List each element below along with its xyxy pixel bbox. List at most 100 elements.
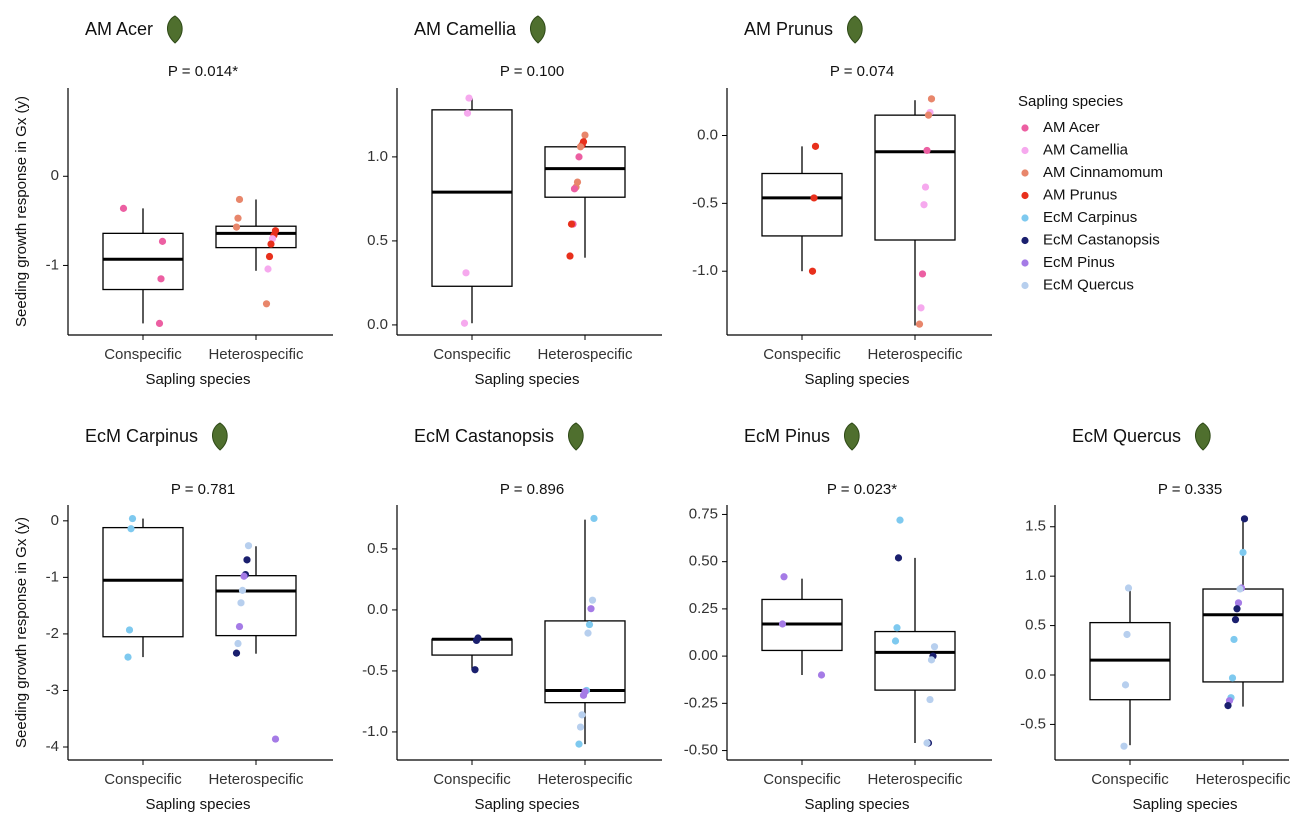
box [874, 114, 956, 241]
y-tick-label: 0 [51, 512, 59, 529]
x-tick-label: Heterospecific [867, 346, 963, 363]
y-tick-label: 0.5 [1025, 617, 1046, 634]
y-tick-label: 0.5 [367, 540, 388, 557]
y-tick-label: 0.00 [689, 647, 718, 664]
box [544, 146, 626, 198]
legend-label: EcM Castanopsis [1043, 231, 1160, 248]
point [579, 691, 588, 699]
point [124, 653, 132, 661]
legend-swatch [1021, 281, 1029, 290]
panel-title: AM Camellia [414, 19, 517, 39]
point [778, 620, 787, 628]
point [817, 671, 826, 679]
point [234, 214, 242, 222]
point [585, 620, 594, 629]
legend-label: EcM Pinus [1043, 254, 1115, 271]
x-axis-label: Sapling species [474, 796, 579, 813]
box [761, 172, 843, 237]
y-tick-label: 0 [51, 167, 59, 184]
point [575, 153, 583, 161]
point [926, 695, 934, 704]
point [1233, 605, 1241, 613]
point [1228, 674, 1237, 682]
box [102, 232, 184, 291]
point [566, 252, 574, 260]
x-axis-label: Sapling species [474, 371, 579, 388]
p-value: P = 0.335 [1158, 481, 1222, 498]
leaf-icon [530, 15, 546, 44]
point [265, 252, 274, 261]
legend-swatch [1021, 259, 1029, 267]
p-value: P = 0.014* [168, 63, 238, 80]
box [215, 575, 297, 637]
box [544, 620, 626, 704]
p-value: P = 0.100 [500, 63, 564, 80]
y-tick-label: 1.0 [367, 148, 388, 165]
point [1239, 548, 1247, 557]
point [267, 240, 275, 248]
x-axis-label: Sapling species [804, 371, 909, 388]
y-tick-label: 0.50 [689, 553, 718, 570]
p-value: P = 0.781 [171, 481, 235, 498]
box [431, 638, 513, 656]
y-tick-label: -0.25 [684, 694, 718, 711]
point [921, 183, 930, 191]
y-tick-label: -0.5 [692, 194, 718, 211]
y-tick-label: 1.0 [1025, 567, 1046, 584]
point [155, 319, 164, 328]
y-axis-label: Seeding growth response in Gx (y) [13, 517, 30, 748]
point [119, 204, 128, 212]
y-tick-label: 0.75 [689, 505, 718, 522]
y-tick-label: 0.5 [367, 232, 388, 249]
x-axis-label: Sapling species [145, 796, 250, 813]
point [460, 319, 469, 327]
x-tick-label: Heterospecific [867, 771, 963, 788]
x-tick-label: Heterospecific [208, 346, 304, 363]
y-tick-label: -0.5 [1020, 715, 1046, 732]
y-axis-label: Seeding growth response in Gx (y) [13, 96, 30, 327]
point [920, 201, 928, 209]
point [576, 723, 585, 731]
point [462, 269, 470, 277]
point [235, 195, 244, 204]
y-tick-label: 0.0 [697, 126, 718, 143]
leaf-icon [847, 15, 863, 44]
panel-title: EcM Quercus [1072, 426, 1181, 446]
point [567, 220, 576, 228]
panel-title: AM Prunus [744, 19, 833, 39]
point [237, 599, 245, 607]
point [234, 639, 242, 648]
point [930, 643, 939, 651]
leaf-icon [1195, 422, 1211, 451]
y-tick-label: -0.50 [684, 742, 718, 759]
x-tick-label: Conspecific [763, 771, 841, 788]
legend-title: Sapling species [1018, 93, 1123, 110]
point [463, 109, 472, 117]
point [891, 637, 900, 645]
legend-swatch [1021, 191, 1029, 200]
y-tick-label: -1 [46, 568, 59, 585]
point [923, 146, 931, 155]
point [1224, 702, 1232, 710]
p-value: P = 0.074 [830, 63, 894, 80]
y-tick-label: -4 [46, 738, 59, 755]
y-tick-label: -1 [46, 256, 59, 273]
y-tick-label: 1.5 [1025, 518, 1046, 535]
legend-swatch [1021, 169, 1029, 177]
box [874, 630, 956, 691]
leaf-icon [167, 15, 183, 44]
point [240, 572, 248, 580]
point [232, 649, 241, 657]
x-tick-label: Conspecific [1091, 771, 1169, 788]
point [575, 740, 583, 748]
x-axis-label: Sapling species [1132, 796, 1237, 813]
point [1240, 515, 1249, 523]
x-axis-label: Sapling species [804, 796, 909, 813]
point [927, 656, 936, 664]
x-tick-label: Conspecific [104, 346, 182, 363]
leaf-icon [568, 422, 584, 451]
legend-swatch [1021, 214, 1029, 222]
legend-label: AM Prunus [1043, 186, 1117, 203]
point [1123, 630, 1131, 639]
point [590, 514, 598, 523]
